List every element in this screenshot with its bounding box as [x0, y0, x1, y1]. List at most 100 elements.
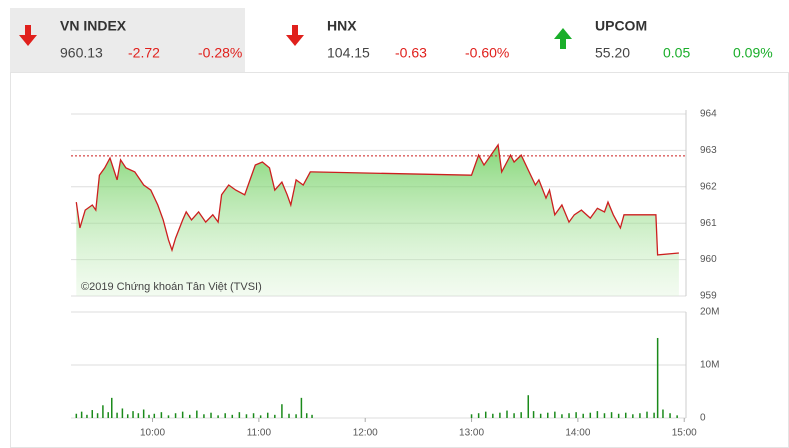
index-value: 960.13: [60, 45, 103, 61]
volume-bar: [203, 414, 205, 418]
index-name: UPCOM: [595, 18, 647, 34]
index-change: -0.63: [395, 45, 427, 61]
volume-bar: [669, 413, 671, 418]
volume-bar: [245, 414, 248, 418]
volume-bar: [554, 411, 556, 418]
y-tick-label: 964: [700, 109, 717, 120]
volume-bar: [252, 413, 255, 418]
volume-bar: [582, 413, 584, 418]
volume-bar: [470, 414, 473, 418]
volume-bar: [561, 414, 563, 418]
index-change-pct: -0.60%: [465, 45, 509, 61]
volume-bar: [121, 408, 124, 418]
volume-bar: [259, 415, 262, 418]
tab-background: [10, 8, 245, 72]
volume-bar: [520, 412, 522, 418]
volume-bar: [111, 397, 113, 418]
volume-bar: [288, 413, 290, 418]
volume-bar: [116, 412, 118, 418]
volume-bar: [575, 412, 577, 418]
volume-bar: [174, 413, 177, 418]
index-value: 104.15: [327, 45, 370, 61]
volume-bar: [266, 412, 269, 418]
trend-arrow: [286, 25, 304, 46]
volume-bar: [295, 414, 297, 418]
volume-bar: [662, 409, 664, 418]
volume-bar: [153, 413, 156, 418]
volume-bar: [137, 413, 140, 418]
x-tick-label: 14:00: [565, 428, 590, 439]
volume-bar: [513, 413, 515, 418]
volume-bar: [102, 405, 104, 418]
volume-bar: [238, 412, 241, 418]
volume-bar: [91, 410, 94, 418]
volume-bar: [281, 404, 283, 418]
volume-bar: [126, 414, 129, 418]
volume-bar: [568, 413, 570, 418]
volume-bar: [231, 414, 234, 418]
volume-bar: [196, 410, 198, 418]
volume-bar: [132, 411, 134, 418]
volume-bar: [217, 415, 219, 418]
volume-bar: [653, 412, 655, 418]
trend-arrow: [19, 25, 37, 46]
y-tick-label: 963: [700, 145, 717, 156]
volume-bar: [188, 414, 191, 418]
index-name: VN INDEX: [60, 18, 127, 34]
volume-bar: [75, 413, 78, 418]
volume-bar: [311, 414, 313, 418]
volume-bar: [506, 410, 508, 418]
price-area: [76, 144, 679, 296]
y-tick-label: 0: [700, 413, 706, 424]
y-tick-label: 20M: [700, 307, 719, 318]
volume-bar: [484, 411, 487, 418]
y-tick-label: 961: [700, 218, 717, 229]
volume-bar: [676, 415, 678, 418]
x-tick-label: 12:00: [353, 428, 378, 439]
volume-bar: [656, 337, 659, 418]
index-value: 55.20: [595, 45, 630, 61]
volume-bar: [610, 412, 613, 418]
volume-bar: [539, 413, 542, 418]
volume-bar: [96, 413, 99, 418]
tab-hit[interactable]: [545, 8, 780, 72]
volume-bar: [617, 413, 620, 418]
volume-bar: [142, 409, 145, 418]
index-change-pct: -0.28%: [198, 45, 242, 61]
volume-bar: [477, 413, 480, 418]
volume-bar: [224, 413, 226, 418]
volume-bar: [160, 412, 163, 418]
watermark: ©2019 Chứng khoán Tân Việt (TVSI): [81, 281, 262, 293]
index-change: -2.72: [128, 45, 160, 61]
tab-hit[interactable]: [10, 8, 245, 72]
index-name: HNX: [327, 18, 357, 34]
volume-bar: [80, 411, 83, 418]
volume-bar: [603, 413, 606, 418]
volume-bar: [499, 412, 501, 418]
x-tick-label: 10:00: [140, 428, 165, 439]
index-change: 0.05: [663, 45, 690, 61]
index-change-pct: 0.09%: [733, 45, 773, 61]
y-tick-label: 960: [700, 254, 717, 265]
volume-bar: [210, 412, 212, 418]
x-tick-label: 13:00: [459, 428, 484, 439]
volume-bar: [596, 411, 599, 418]
volume-bar: [624, 412, 627, 418]
volume-bar: [646, 411, 648, 418]
volume-bar: [589, 412, 592, 418]
trend-arrow: [554, 28, 572, 49]
x-tick-label: 15:00: [672, 428, 697, 439]
volume-bar: [492, 413, 494, 418]
volume-bar: [532, 411, 535, 418]
tab-hit[interactable]: [277, 8, 512, 72]
volume-bar: [148, 414, 150, 418]
volume-bar: [167, 415, 170, 418]
y-tick-label: 10M: [700, 360, 719, 371]
volume-bar: [274, 414, 276, 418]
volume-bar: [639, 413, 641, 418]
volume-bar: [632, 414, 634, 418]
volume-bar: [107, 412, 109, 418]
volume-bar: [305, 413, 308, 418]
